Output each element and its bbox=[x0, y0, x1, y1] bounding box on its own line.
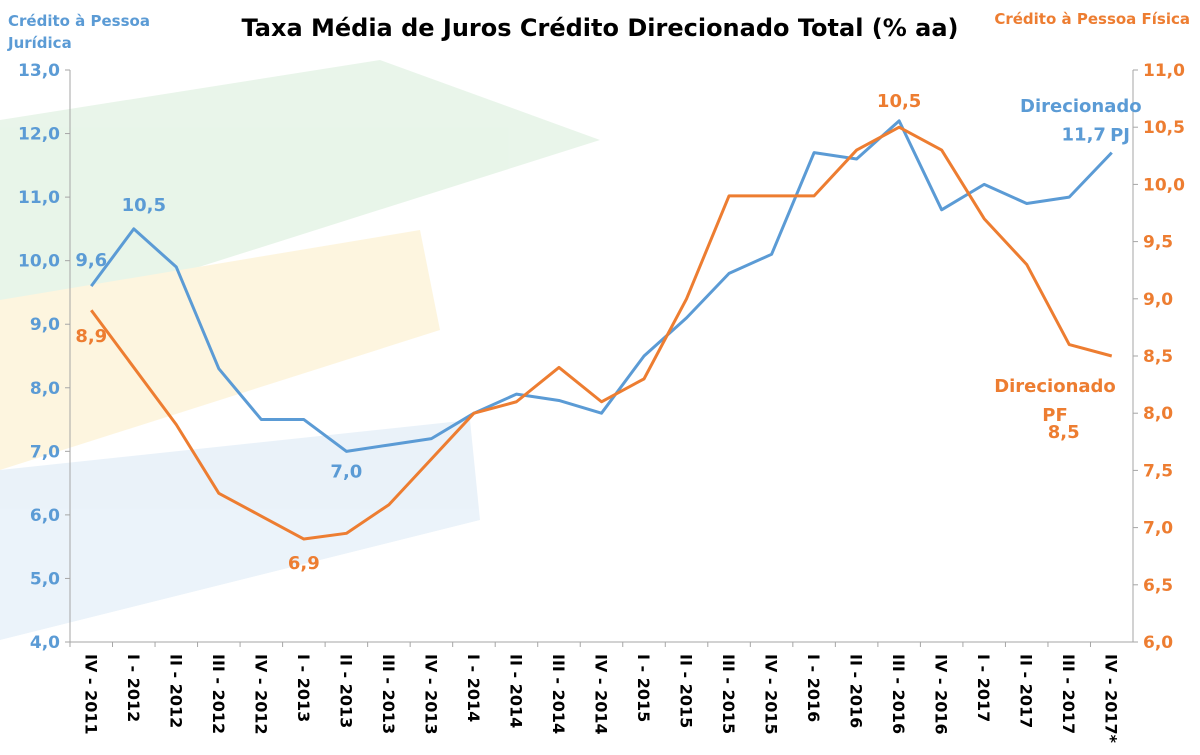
data-label: 10,5 bbox=[877, 91, 921, 112]
legend-pj: Direcionado PJ bbox=[1020, 96, 1142, 146]
x-tick-label: III - 2012 bbox=[209, 654, 228, 734]
y-tick-label: 11,0 bbox=[18, 188, 60, 208]
x-tick-label: IV - 2013 bbox=[421, 654, 440, 735]
x-tick-label: I - 2017 bbox=[974, 654, 993, 722]
x-tick-label: III - 2013 bbox=[379, 654, 398, 734]
y2-tick-label: 8,0 bbox=[1143, 404, 1173, 424]
x-tick-label: II - 2014 bbox=[506, 654, 525, 728]
x-tick-label: IV - 2016 bbox=[932, 654, 951, 735]
y-tick-label: 6,0 bbox=[30, 506, 60, 526]
data-label: 6,9 bbox=[288, 553, 320, 574]
y2-tick-label: 11,0 bbox=[1143, 61, 1185, 81]
x-tick-label: III - 2017 bbox=[1059, 654, 1078, 734]
x-tick-label: I - 2014 bbox=[464, 654, 483, 722]
data-label: 11,7 bbox=[1062, 125, 1106, 146]
x-tick-label: II - 2016 bbox=[847, 654, 866, 728]
legend-pf: Direcionado PF bbox=[994, 376, 1116, 426]
background-decoration bbox=[0, 60, 600, 640]
y-tick-label: 9,0 bbox=[30, 315, 60, 335]
y2-tick-label: 9,5 bbox=[1143, 233, 1173, 253]
x-tick-label: II - 2012 bbox=[166, 654, 185, 728]
x-tick-label: II - 2015 bbox=[677, 654, 696, 728]
x-tick-label: IV - 2017* bbox=[1102, 654, 1121, 744]
y-tick-label: 7,0 bbox=[30, 442, 60, 462]
data-label: 10,5 bbox=[122, 195, 166, 216]
data-label: 7,0 bbox=[330, 461, 362, 482]
y-axis-title: Crédito à Pessoa Jurídica bbox=[8, 12, 150, 52]
y-tick-label: 4,0 bbox=[30, 633, 60, 653]
y2-tick-label: 10,5 bbox=[1143, 118, 1185, 138]
series-line bbox=[90, 125, 1113, 541]
x-tick-label: IV - 2011 bbox=[81, 654, 100, 735]
y2-tick-label: 7,5 bbox=[1143, 461, 1173, 481]
data-label: 8,9 bbox=[75, 326, 107, 347]
y2-tick-label: 6,5 bbox=[1143, 576, 1173, 596]
x-tick-label: III - 2015 bbox=[719, 654, 738, 734]
chart-title: Taxa Média de Juros Crédito Direcionado … bbox=[241, 14, 958, 42]
y-tick-label: 13,0 bbox=[18, 61, 60, 81]
x-tick-label: IV - 2015 bbox=[762, 654, 781, 735]
x-tick-label: I - 2012 bbox=[124, 654, 143, 722]
y2-tick-label: 8,5 bbox=[1143, 347, 1173, 367]
x-tick-label: IV - 2012 bbox=[251, 654, 270, 735]
x-tick-label: III - 2014 bbox=[549, 654, 568, 734]
data-label: 9,6 bbox=[75, 250, 107, 271]
x-tick-label: I - 2013 bbox=[294, 654, 313, 722]
y2-tick-label: 10,0 bbox=[1143, 175, 1185, 195]
y-tick-label: 10,0 bbox=[18, 252, 60, 272]
x-tick-label: II - 2013 bbox=[336, 654, 355, 728]
data-label: 8,5 bbox=[1048, 422, 1080, 443]
series-line bbox=[90, 119, 1113, 453]
x-tick-label: IV - 2014 bbox=[592, 654, 611, 735]
y2-tick-label: 9,0 bbox=[1143, 290, 1173, 310]
x-tick-label: II - 2017 bbox=[1017, 654, 1036, 728]
y-tick-label: 5,0 bbox=[30, 569, 60, 589]
x-tick-label: I - 2015 bbox=[634, 654, 653, 722]
y2-axis-title: Crédito à Pessoa Física bbox=[994, 10, 1190, 28]
y2-tick-label: 7,0 bbox=[1143, 519, 1173, 539]
x-tick-label: I - 2016 bbox=[804, 654, 823, 722]
y2-tick-label: 6,0 bbox=[1143, 633, 1173, 653]
y-tick-label: 8,0 bbox=[30, 379, 60, 399]
y-tick-label: 12,0 bbox=[18, 125, 60, 145]
x-tick-label: III - 2016 bbox=[889, 654, 908, 734]
